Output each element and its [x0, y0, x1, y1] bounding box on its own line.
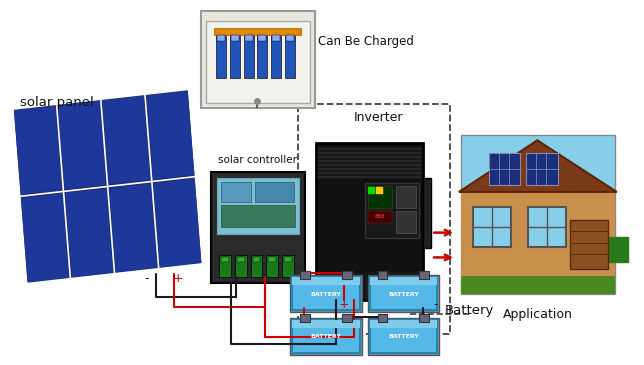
Text: BATTERY: BATTERY	[310, 292, 341, 297]
Bar	[342, 271, 352, 279]
Bar	[318, 172, 421, 174]
Bar	[461, 135, 615, 294]
Bar	[370, 320, 437, 353]
Bar	[368, 318, 439, 355]
Bar	[216, 177, 300, 235]
Polygon shape	[109, 184, 157, 272]
Bar	[461, 276, 615, 294]
Bar	[272, 35, 280, 41]
Bar	[419, 314, 429, 322]
Bar	[318, 164, 421, 166]
Bar	[318, 176, 421, 178]
Bar	[489, 153, 520, 185]
Bar	[377, 271, 388, 279]
Bar	[397, 211, 416, 233]
Bar	[529, 207, 566, 246]
Bar	[234, 255, 247, 277]
Bar	[252, 257, 260, 262]
Text: solar panel: solar panel	[21, 96, 94, 109]
Text: Battery: Battery	[445, 304, 495, 316]
Bar	[243, 33, 254, 78]
Text: +: +	[173, 272, 184, 285]
Bar	[285, 33, 295, 78]
Bar	[216, 33, 226, 78]
Bar	[211, 172, 305, 283]
Bar	[370, 320, 437, 328]
Polygon shape	[459, 140, 617, 192]
Bar	[217, 35, 225, 41]
Text: -: -	[144, 272, 149, 285]
Bar	[221, 182, 251, 202]
Bar	[473, 207, 511, 246]
Bar	[254, 182, 294, 202]
Polygon shape	[58, 101, 106, 189]
Bar	[221, 205, 295, 227]
Polygon shape	[153, 179, 202, 267]
Bar	[292, 320, 360, 328]
Bar	[292, 277, 360, 285]
Text: Application: Application	[502, 308, 573, 321]
Text: Can Be Charged: Can Be Charged	[318, 35, 414, 47]
Polygon shape	[21, 194, 69, 282]
Bar	[214, 28, 301, 35]
Text: BATTERY: BATTERY	[310, 334, 341, 339]
Bar	[300, 314, 310, 322]
Bar	[365, 183, 419, 238]
Bar	[298, 104, 450, 334]
Bar	[258, 33, 267, 78]
Bar	[231, 35, 239, 41]
Bar	[423, 178, 431, 247]
Bar	[377, 314, 388, 322]
Bar	[290, 275, 362, 312]
Bar	[300, 271, 310, 279]
Bar	[290, 318, 362, 355]
Bar	[316, 143, 423, 300]
Bar	[284, 257, 292, 262]
Bar	[318, 160, 421, 162]
Bar	[236, 257, 245, 262]
Polygon shape	[146, 91, 194, 179]
Polygon shape	[102, 96, 150, 184]
Text: -: -	[433, 298, 437, 311]
Text: BATTERY: BATTERY	[388, 292, 419, 297]
Bar	[251, 255, 263, 277]
Bar	[271, 33, 281, 78]
Bar	[368, 211, 392, 223]
Bar	[570, 220, 608, 269]
Bar	[269, 257, 276, 262]
Polygon shape	[14, 106, 62, 194]
Text: solar controller: solar controller	[218, 155, 297, 165]
Polygon shape	[12, 89, 203, 284]
Text: BATTERY: BATTERY	[388, 334, 419, 339]
Text: Inverter: Inverter	[354, 111, 403, 124]
Bar	[245, 35, 252, 41]
Bar	[318, 168, 421, 170]
Bar	[230, 33, 240, 78]
Bar	[258, 35, 267, 41]
Bar	[219, 255, 231, 277]
Bar	[267, 255, 278, 277]
Bar	[292, 277, 360, 310]
Bar	[292, 320, 360, 353]
Bar	[201, 11, 315, 108]
Bar	[282, 255, 294, 277]
Polygon shape	[65, 189, 113, 277]
Bar	[206, 21, 310, 103]
Text: 888: 888	[374, 214, 385, 219]
Bar	[461, 190, 615, 294]
Bar	[318, 152, 421, 154]
Bar	[318, 148, 421, 150]
Bar	[397, 186, 416, 208]
Bar	[370, 277, 437, 310]
Bar	[368, 186, 392, 208]
Bar	[368, 275, 439, 312]
Bar	[419, 271, 429, 279]
Bar	[221, 257, 229, 262]
Text: +: +	[339, 298, 349, 311]
Bar	[526, 153, 558, 185]
Bar	[370, 277, 437, 285]
Bar	[318, 156, 421, 158]
Bar	[342, 314, 352, 322]
Bar	[287, 35, 294, 41]
